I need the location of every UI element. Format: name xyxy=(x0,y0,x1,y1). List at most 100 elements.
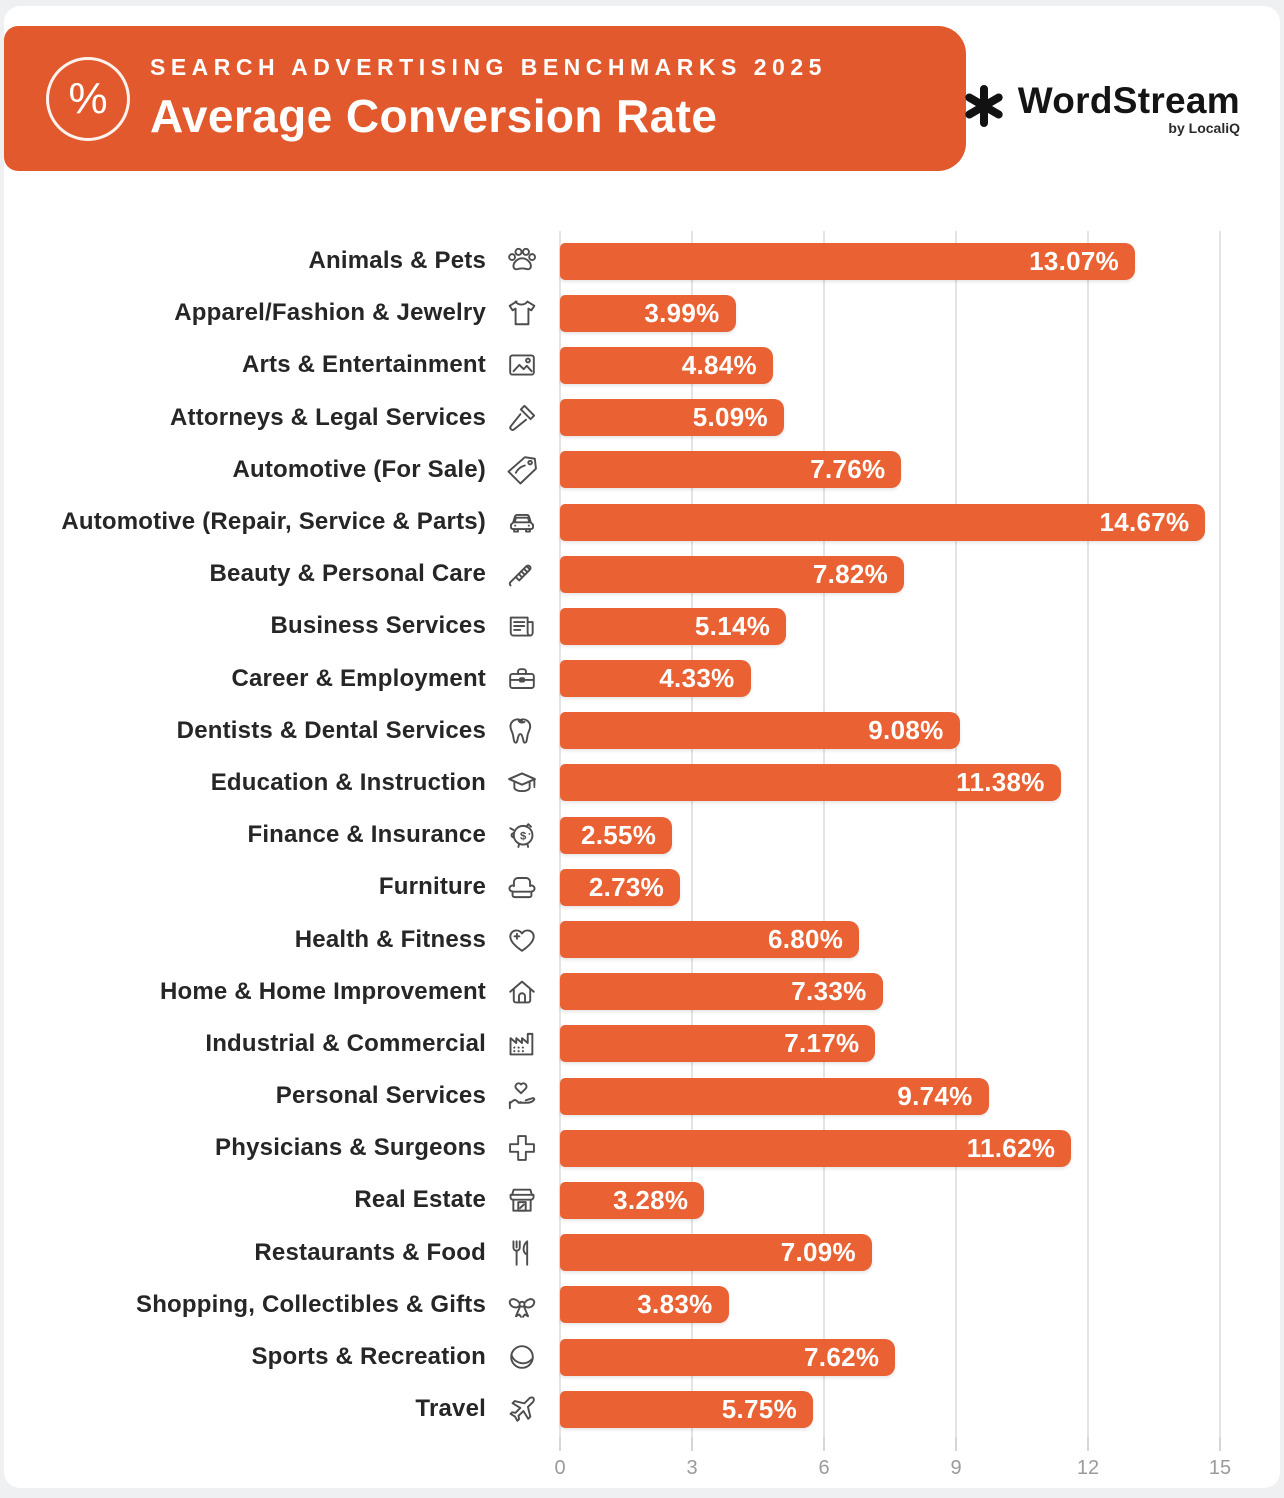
header-eyebrow: SEARCH ADVERTISING BENCHMARKS 2025 xyxy=(150,54,827,80)
bar-track: 3.83% xyxy=(560,1286,1220,1324)
bar-value-label: 14.67% xyxy=(1099,506,1190,537)
bar-value-label: 6.80% xyxy=(767,924,844,955)
bar: 9.08% xyxy=(560,712,960,750)
chart-row: Apparel/Fashion & Jewelry 3.99% xyxy=(4,287,1280,339)
bar-value-label: 9.08% xyxy=(868,715,944,746)
bar-value-label: 5.75% xyxy=(721,1393,797,1424)
chart-row: Real Estate 3.28% xyxy=(4,1174,1280,1226)
x-tick-mark xyxy=(955,1437,957,1451)
x-tick-label: 3 xyxy=(686,1457,698,1479)
chart-row: Dentists & Dental Services 9.08% xyxy=(4,705,1280,757)
logo-byline: by LocaliQ xyxy=(1168,120,1240,136)
car-icon xyxy=(494,504,550,540)
heart-plus-icon xyxy=(494,922,550,958)
chart-row: Restaurants & Food 7.09% xyxy=(4,1227,1280,1279)
bar-track: 7.33% xyxy=(560,973,1220,1011)
bar: 4.84% xyxy=(560,346,773,384)
gridline xyxy=(1219,231,1221,1447)
piggy-bank-icon: $ xyxy=(494,817,550,853)
chart-row: Education & Instruction 11.38% xyxy=(4,757,1280,809)
tshirt-icon xyxy=(494,295,550,331)
bar-track: 7.17% xyxy=(560,1025,1220,1063)
picture-icon xyxy=(494,347,550,383)
bar: 7.82% xyxy=(560,555,905,593)
category-label: Beauty & Personal Care xyxy=(209,560,486,588)
chart-row: Shopping, Collectibles & Gifts 3.83% xyxy=(4,1279,1280,1331)
briefcase-icon xyxy=(494,661,550,697)
category-label: Business Services xyxy=(270,612,486,640)
bar: 13.07% xyxy=(560,242,1136,280)
bar-value-label: 7.09% xyxy=(780,1237,856,1268)
bar-value-label: 4.33% xyxy=(659,663,735,694)
bar: 3.83% xyxy=(560,1286,729,1324)
svg-text:$: $ xyxy=(520,830,527,842)
category-label: Shopping, Collectibles & Gifts xyxy=(135,1290,486,1318)
bar-track: 13.07% xyxy=(560,242,1220,280)
gridline xyxy=(823,231,825,1447)
bar-track: 5.75% xyxy=(560,1390,1220,1428)
bar-value-label: 3.28% xyxy=(613,1184,689,1215)
bar-track: 11.38% xyxy=(560,764,1220,802)
tooth-icon xyxy=(494,713,550,749)
chart-rows: Animals & Pets 13.07% Apparel/Fashion & … xyxy=(4,235,1280,1435)
x-tick-label: 0 xyxy=(554,1457,566,1479)
bar-value-label: 7.17% xyxy=(784,1028,860,1059)
gift-bow-icon xyxy=(494,1287,550,1323)
house-icon xyxy=(494,974,550,1010)
x-tick-label: 15 xyxy=(1208,1457,1232,1479)
bar-track: 6.80% xyxy=(560,921,1220,959)
bar-value-label: 3.99% xyxy=(644,297,720,328)
graduation-cap-icon xyxy=(494,765,550,801)
chart-row: Home & Home Improvement 7.33% xyxy=(4,966,1280,1018)
header-banner: % SEARCH ADVERTISING BENCHMARKS 2025 Ave… xyxy=(4,26,966,171)
medical-cross-icon xyxy=(494,1130,550,1166)
x-tick-label: 12 xyxy=(1076,1457,1100,1479)
chart-row: Beauty & Personal Care 7.82% xyxy=(4,548,1280,600)
bar: 7.33% xyxy=(560,973,883,1011)
bar-value-label: 11.38% xyxy=(956,767,1045,798)
bar-track: 3.28% xyxy=(560,1181,1220,1219)
bar-track: 9.08% xyxy=(560,712,1220,750)
infographic-card: % SEARCH ADVERTISING BENCHMARKS 2025 Ave… xyxy=(4,6,1280,1488)
percent-badge-icon: % xyxy=(46,56,130,141)
bar-value-label: 13.07% xyxy=(1029,245,1120,276)
bar-value-label: 4.84% xyxy=(681,349,757,380)
bar-value-label: 7.76% xyxy=(810,454,886,485)
category-label: Animals & Pets xyxy=(308,247,486,275)
bar-chart: Animals & Pets 13.07% Apparel/Fashion & … xyxy=(4,231,1280,1479)
bar: 3.28% xyxy=(560,1181,705,1219)
chart-row: Sports & Recreation 7.62% xyxy=(4,1331,1280,1383)
bar-track: 7.76% xyxy=(560,451,1220,489)
x-tick-mark xyxy=(823,1437,825,1451)
bar-track: 4.33% xyxy=(560,660,1220,698)
bar-track: 11.62% xyxy=(560,1129,1220,1167)
bar: 5.09% xyxy=(560,399,784,437)
category-label: Education & Instruction xyxy=(210,768,486,796)
category-label: Furniture xyxy=(378,873,486,901)
bar: 11.38% xyxy=(560,764,1061,802)
category-label: Health & Fitness xyxy=(294,925,486,953)
category-label: Physicians & Surgeons xyxy=(215,1134,486,1162)
bar-value-label: 2.73% xyxy=(588,871,665,902)
category-label: Apparel/Fashion & Jewelry xyxy=(174,299,486,327)
x-axis: 0 3 6 9 12 15 xyxy=(554,1437,1231,1488)
category-label: Sports & Recreation xyxy=(251,1343,486,1371)
bar: 7.17% xyxy=(560,1025,876,1063)
bar: 5.14% xyxy=(560,607,787,645)
category-label: Personal Services xyxy=(275,1082,486,1110)
bar: 6.80% xyxy=(560,921,860,959)
category-label: Automotive (For Sale) xyxy=(232,455,486,483)
bar-value-label: 2.55% xyxy=(580,819,657,850)
chart-row: Furniture 2.73% xyxy=(4,861,1280,913)
storefront-icon xyxy=(494,1182,550,1218)
chart-row: Arts & Entertainment 4.84% xyxy=(4,339,1280,391)
chart-row: Personal Services 9.74% xyxy=(4,1070,1280,1122)
bar-track: 5.09% xyxy=(560,399,1220,437)
header-titles: SEARCH ADVERTISING BENCHMARKS 2025 Avera… xyxy=(150,54,827,143)
category-label: Real Estate xyxy=(354,1186,486,1214)
bar-track: 5.14% xyxy=(560,607,1220,645)
x-tick-mark xyxy=(559,1437,561,1451)
ball-icon xyxy=(494,1339,550,1375)
bar: 4.33% xyxy=(560,660,751,698)
bar-track: 2.73% xyxy=(560,868,1220,906)
